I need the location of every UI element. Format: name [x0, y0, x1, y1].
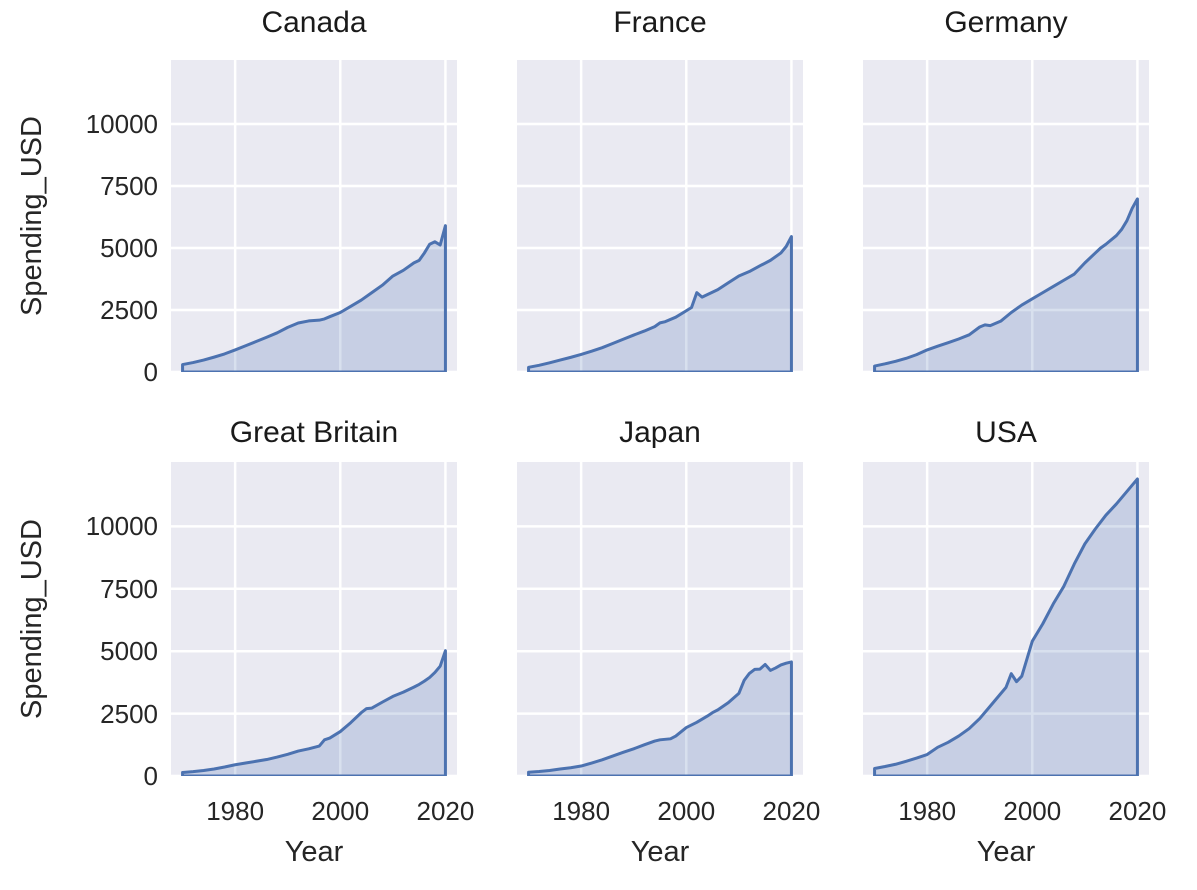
- x-axis-label: Year: [630, 836, 690, 868]
- germany-area-chart: [863, 60, 1149, 372]
- y-tick-label: 10000: [85, 511, 158, 542]
- x-tick-label: 2020: [416, 796, 475, 826]
- x-axis-label: Year: [284, 836, 344, 868]
- x-tick-label: 2020: [762, 796, 821, 826]
- usa-area-chart: [863, 462, 1149, 776]
- france-area-chart: [517, 60, 803, 372]
- x-tick-label: 2000: [657, 796, 716, 826]
- facet-france: France: [517, 6, 803, 372]
- japan-area-chart: [517, 462, 803, 776]
- y-tick-label: 7500: [100, 170, 158, 201]
- canada-area-chart: [171, 60, 457, 372]
- facet-usa: USA Year 1980 2000 2020: [863, 416, 1166, 868]
- y-tick-label: 0: [143, 761, 158, 791]
- y-tick-label: 5000: [100, 636, 158, 667]
- y-tick-label: 7500: [100, 573, 158, 604]
- x-tick-label: 2020: [1108, 796, 1167, 826]
- y-axis-label-row2: Spending_USD: [16, 519, 48, 719]
- facet-germany: Germany: [863, 6, 1149, 372]
- x-tick-label: 1980: [552, 796, 611, 826]
- y-axis-label-row1: Spending_USD: [16, 116, 48, 316]
- facet-great-britain: Great Britain Year 0 2500 5000 7500 10000 198…: [86, 416, 475, 868]
- facet-canada: Canada 0 2500 5000 7500 10000: [86, 6, 457, 387]
- y-tick-label: 5000: [100, 232, 158, 263]
- facet-title-usa: USA: [975, 416, 1037, 449]
- facet-japan: Japan Year 1980 2000 2020: [517, 416, 820, 868]
- x-tick-label: 1980: [206, 796, 265, 826]
- facet-title-great-britain: Great Britain: [229, 416, 399, 449]
- y-tick-label: 2500: [100, 294, 158, 325]
- x-tick-label: 1980: [898, 796, 957, 826]
- y-tick-label: 10000: [85, 108, 158, 139]
- facet-title-germany: Germany: [944, 6, 1068, 39]
- x-tick-label: 2000: [1003, 796, 1062, 826]
- facet-title-france: France: [613, 6, 707, 39]
- x-axis-label: Year: [976, 836, 1036, 868]
- y-tick-label: 0: [143, 357, 158, 387]
- y-tick-label: 2500: [100, 698, 158, 729]
- great-britain-area-chart: [171, 462, 457, 776]
- facet-title-canada: Canada: [261, 6, 367, 39]
- facet-title-japan: Japan: [619, 416, 701, 449]
- x-tick-label: 2000: [311, 796, 370, 826]
